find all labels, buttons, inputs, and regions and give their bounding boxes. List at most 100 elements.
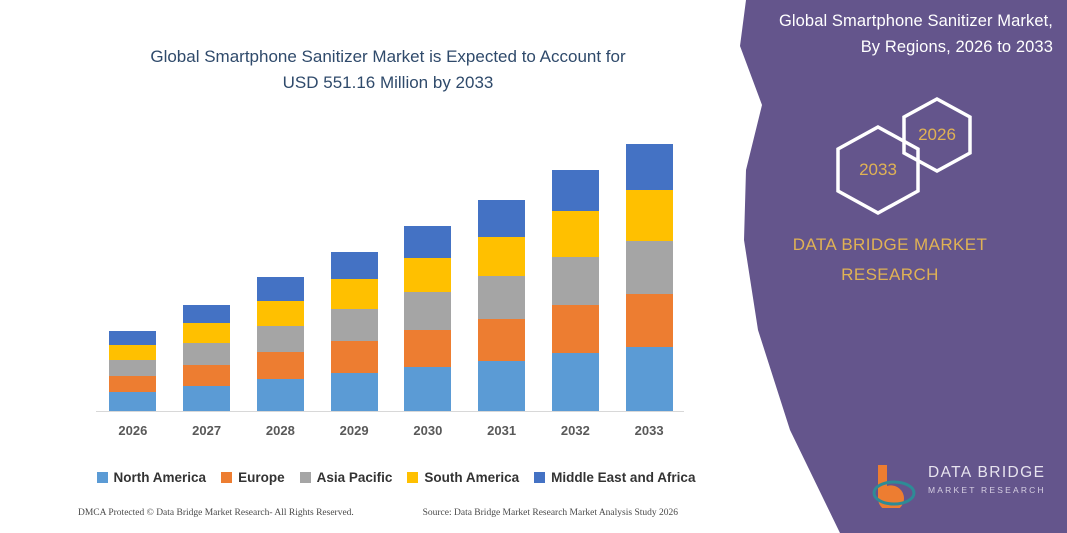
chart-title: Global Smartphone Sanitizer Market is Ex…: [78, 44, 698, 96]
bar-segment[interactable]: [109, 330, 157, 345]
stacked-bar[interactable]: [551, 170, 599, 411]
bar-segment[interactable]: [183, 305, 231, 324]
bar-segment[interactable]: [551, 353, 599, 411]
panel-title: Global Smartphone Sanitizer Market, By R…: [728, 8, 1053, 60]
bar-segment[interactable]: [551, 170, 599, 212]
bar-slot: [612, 140, 686, 411]
bar-slot: [391, 140, 465, 411]
bar-segment[interactable]: [256, 352, 304, 380]
bar-segment[interactable]: [404, 366, 452, 411]
bar-segment[interactable]: [183, 343, 231, 365]
bar-segment[interactable]: [478, 236, 526, 277]
chart-title-line2: USD 551.16 Million by 2033: [282, 73, 494, 92]
stacked-bar[interactable]: [404, 225, 452, 411]
x-axis-label: 2027: [192, 423, 222, 438]
bar-segment[interactable]: [183, 323, 231, 344]
dbmr-logo-line2: MARKET RESEARCH: [928, 485, 1046, 495]
bar-segment[interactable]: [109, 359, 157, 376]
legend-swatch: [221, 472, 233, 483]
bar-segment[interactable]: [551, 256, 599, 306]
hexagon-badge-start-year: 2026: [898, 96, 976, 174]
stacked-bar[interactable]: [183, 305, 231, 411]
bar-segment[interactable]: [625, 144, 673, 191]
bar-segment[interactable]: [109, 391, 157, 411]
bar-segment[interactable]: [183, 385, 231, 411]
stacked-bar[interactable]: [109, 330, 157, 411]
dbmr-logo-mark-icon: [872, 465, 916, 512]
bar-segment[interactable]: [256, 300, 304, 326]
legend-swatch: [299, 472, 311, 483]
brand-name: DATA BRIDGE MARKET RESEARCH: [740, 230, 1040, 290]
bar-segment[interactable]: [330, 279, 378, 310]
chart-legend: North America Europe Asia Pacific South Ame…: [96, 470, 696, 485]
legend-label: Middle East and Africa: [551, 470, 696, 485]
panel-title-line1: Global Smartphone Sanitizer Market,: [778, 12, 1053, 30]
x-axis-labels: 2026 2027 2028 2029 2030 2031 2032 2033: [96, 423, 686, 438]
x-axis-label: 2031: [487, 423, 517, 438]
bar-slot: [317, 140, 391, 411]
legend-item[interactable]: Europe: [221, 470, 285, 485]
dbmr-logo: DATA BRIDGE MARKET RESEARCH: [872, 462, 1052, 512]
bar-slot: [244, 140, 318, 411]
bar-segment[interactable]: [256, 276, 304, 301]
stacked-bar[interactable]: [256, 276, 304, 411]
bar-segment[interactable]: [330, 252, 378, 280]
bar-segment[interactable]: [625, 190, 673, 241]
bar-segment[interactable]: [625, 293, 673, 348]
footer: DMCA Protected © Data Bridge Market Rese…: [78, 508, 678, 518]
dbmr-logo-line1: DATA BRIDGE: [928, 464, 1046, 481]
bar-slot: [170, 140, 244, 411]
hexagon-outline-icon: [836, 125, 920, 215]
bar-segment[interactable]: [478, 200, 526, 237]
bar-segment[interactable]: [256, 379, 304, 411]
bar-segment[interactable]: [551, 305, 599, 354]
hexagon-outline-icon: [902, 97, 972, 173]
x-axis-label: 2030: [413, 423, 443, 438]
bar-segment[interactable]: [478, 318, 526, 361]
bar-segment[interactable]: [551, 211, 599, 257]
panel-title-line2: By Regions, 2026 to 2033: [860, 38, 1053, 56]
footer-copyright: DMCA Protected © Data Bridge Market Rese…: [78, 508, 354, 518]
bar-segment[interactable]: [404, 329, 452, 367]
legend-item[interactable]: South America: [407, 470, 519, 485]
hexagon-end-year-label: 2033: [859, 160, 897, 179]
bar-segment[interactable]: [330, 373, 378, 411]
hexagon-start-year-label: 2026: [918, 125, 956, 144]
bar-segment[interactable]: [330, 341, 378, 374]
x-axis-label: 2026: [118, 423, 148, 438]
footer-source: Source: Data Bridge Market Research Mark…: [422, 508, 678, 518]
stacked-bar[interactable]: [625, 144, 673, 411]
bar-segment[interactable]: [183, 364, 231, 386]
legend-item[interactable]: North America: [96, 470, 207, 485]
bar-segment[interactable]: [478, 360, 526, 411]
legend-item[interactable]: Asia Pacific: [299, 470, 392, 485]
bar-slot: [96, 140, 170, 411]
legend-label: North America: [113, 470, 207, 485]
legend-swatch: [407, 472, 419, 483]
chart-title-line1: Global Smartphone Sanitizer Market is Ex…: [150, 47, 626, 66]
stacked-bar[interactable]: [478, 200, 526, 411]
bar-segment[interactable]: [109, 375, 157, 392]
legend-swatch: [534, 472, 546, 483]
bar-segment[interactable]: [404, 225, 452, 258]
x-axis-label: 2032: [560, 423, 590, 438]
bar-segment[interactable]: [404, 257, 452, 293]
bar-segment[interactable]: [478, 276, 526, 319]
stacked-bar[interactable]: [330, 252, 378, 411]
bar-slot: [539, 140, 613, 411]
legend-item[interactable]: Middle East and Africa: [534, 470, 695, 485]
legend-swatch: [96, 472, 108, 483]
brand-line1: DATA BRIDGE MARKET: [792, 235, 988, 254]
bar-segment[interactable]: [404, 292, 452, 330]
bar-segment[interactable]: [256, 325, 304, 353]
bar-segment[interactable]: [625, 240, 673, 294]
bar-segment[interactable]: [330, 309, 378, 342]
hexagon-badge-end-year: 2033: [832, 124, 924, 216]
brand-line2: RESEARCH: [841, 265, 939, 284]
stacked-bar-chart: [96, 140, 686, 411]
x-axis-label: 2029: [339, 423, 369, 438]
legend-label: South America: [424, 470, 520, 485]
bar-segment[interactable]: [109, 344, 157, 360]
bar-segment[interactable]: [625, 347, 673, 411]
